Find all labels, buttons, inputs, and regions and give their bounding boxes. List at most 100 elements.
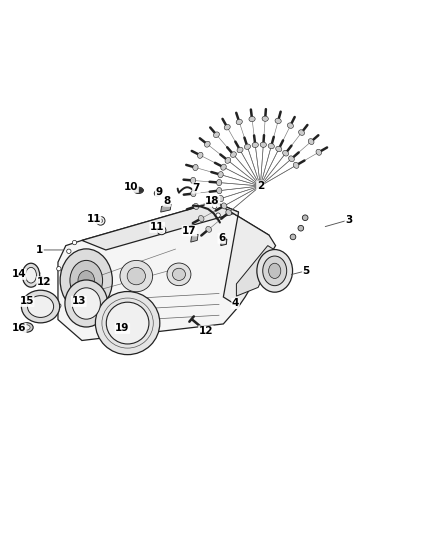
Ellipse shape <box>191 190 196 197</box>
Ellipse shape <box>72 288 100 319</box>
Ellipse shape <box>72 240 77 245</box>
Ellipse shape <box>191 177 196 183</box>
Ellipse shape <box>95 292 160 354</box>
Ellipse shape <box>194 204 199 209</box>
Text: 5: 5 <box>302 266 310 276</box>
Text: 7: 7 <box>193 183 200 193</box>
Ellipse shape <box>78 271 95 290</box>
Text: 15: 15 <box>19 296 34 306</box>
Ellipse shape <box>127 268 145 285</box>
Text: 2: 2 <box>257 181 264 191</box>
Text: 17: 17 <box>182 226 197 236</box>
Ellipse shape <box>275 118 281 124</box>
Ellipse shape <box>225 157 231 163</box>
Ellipse shape <box>287 123 293 128</box>
Text: 14: 14 <box>11 269 26 279</box>
Polygon shape <box>191 235 198 242</box>
Ellipse shape <box>198 215 204 222</box>
Ellipse shape <box>70 261 102 301</box>
Ellipse shape <box>212 204 217 208</box>
Ellipse shape <box>260 142 266 147</box>
Ellipse shape <box>21 290 60 323</box>
Ellipse shape <box>316 149 321 155</box>
Polygon shape <box>221 239 227 246</box>
Ellipse shape <box>302 215 308 221</box>
Ellipse shape <box>299 130 304 135</box>
Ellipse shape <box>57 266 61 271</box>
Text: 9: 9 <box>155 187 162 197</box>
Ellipse shape <box>268 143 274 149</box>
Ellipse shape <box>221 203 227 209</box>
Ellipse shape <box>230 152 237 157</box>
Ellipse shape <box>236 119 242 125</box>
Ellipse shape <box>99 219 102 223</box>
Ellipse shape <box>138 188 144 192</box>
Ellipse shape <box>293 163 299 168</box>
Ellipse shape <box>134 187 143 193</box>
Text: 1: 1 <box>36 245 43 255</box>
Ellipse shape <box>249 116 255 122</box>
Text: 12: 12 <box>37 277 51 287</box>
Polygon shape <box>58 202 269 341</box>
Ellipse shape <box>60 249 113 312</box>
Text: 11: 11 <box>150 222 164 232</box>
Ellipse shape <box>106 302 149 344</box>
Ellipse shape <box>67 249 71 254</box>
Ellipse shape <box>22 263 40 287</box>
Ellipse shape <box>237 147 243 153</box>
Text: 11: 11 <box>86 214 101 224</box>
Ellipse shape <box>120 261 152 292</box>
Ellipse shape <box>65 280 108 327</box>
Ellipse shape <box>206 227 212 232</box>
Text: 6: 6 <box>218 233 225 243</box>
Ellipse shape <box>244 144 251 149</box>
Ellipse shape <box>257 249 293 292</box>
Ellipse shape <box>226 209 232 215</box>
Ellipse shape <box>289 156 294 161</box>
Ellipse shape <box>173 268 185 280</box>
Text: 10: 10 <box>124 182 138 192</box>
Ellipse shape <box>216 180 222 185</box>
Polygon shape <box>82 202 239 250</box>
Text: 4: 4 <box>232 298 239 309</box>
Ellipse shape <box>283 150 289 156</box>
Ellipse shape <box>198 152 203 158</box>
Ellipse shape <box>252 142 258 148</box>
Ellipse shape <box>218 172 223 178</box>
Ellipse shape <box>308 139 314 144</box>
Text: 12: 12 <box>199 326 213 336</box>
Text: 16: 16 <box>11 324 26 333</box>
Polygon shape <box>161 204 171 212</box>
Ellipse shape <box>262 116 268 122</box>
Ellipse shape <box>224 125 230 130</box>
Ellipse shape <box>96 216 105 225</box>
Ellipse shape <box>268 263 281 278</box>
Ellipse shape <box>57 303 61 308</box>
Ellipse shape <box>28 296 53 318</box>
Text: 18: 18 <box>205 196 220 206</box>
Ellipse shape <box>159 229 163 232</box>
Ellipse shape <box>25 268 36 283</box>
Text: 19: 19 <box>115 324 130 333</box>
Ellipse shape <box>298 225 304 231</box>
Ellipse shape <box>218 196 224 201</box>
Ellipse shape <box>156 192 159 195</box>
Ellipse shape <box>263 256 287 286</box>
Ellipse shape <box>276 146 282 152</box>
Text: 8: 8 <box>163 196 170 206</box>
Ellipse shape <box>214 132 219 138</box>
Text: 13: 13 <box>71 296 86 306</box>
Ellipse shape <box>217 188 222 194</box>
Text: 3: 3 <box>345 215 352 225</box>
Ellipse shape <box>221 164 226 170</box>
Ellipse shape <box>157 226 166 235</box>
Ellipse shape <box>205 141 210 147</box>
Polygon shape <box>237 246 275 296</box>
Ellipse shape <box>167 263 191 286</box>
Ellipse shape <box>216 213 220 217</box>
Ellipse shape <box>20 322 33 332</box>
Ellipse shape <box>23 325 30 330</box>
Polygon shape <box>215 202 276 306</box>
Ellipse shape <box>290 234 296 240</box>
Ellipse shape <box>193 164 198 171</box>
